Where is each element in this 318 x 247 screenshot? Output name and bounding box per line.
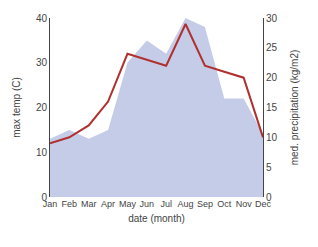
svg-text:med. precipitation (kg/m2): med. precipitation (kg/m2): [289, 50, 300, 166]
svg-text:20: 20: [36, 102, 48, 113]
svg-text:5: 5: [266, 162, 272, 173]
svg-text:40: 40: [36, 13, 48, 24]
svg-text:Oct: Oct: [217, 199, 232, 209]
svg-text:Aug: Aug: [178, 199, 194, 209]
svg-text:max temp (C): max temp (C): [11, 77, 22, 138]
svg-text:Feb: Feb: [62, 199, 78, 209]
svg-text:30: 30: [36, 57, 48, 68]
svg-text:30: 30: [266, 13, 278, 24]
svg-text:0: 0: [266, 192, 272, 203]
svg-text:25: 25: [266, 42, 278, 53]
svg-text:Dec: Dec: [255, 199, 272, 209]
svg-text:date (month): date (month): [128, 213, 185, 224]
svg-text:0: 0: [41, 192, 47, 203]
svg-text:10: 10: [266, 132, 278, 143]
svg-text:Jun: Jun: [140, 199, 155, 209]
svg-text:10: 10: [36, 147, 48, 158]
svg-text:Jul: Jul: [160, 199, 172, 209]
svg-text:Nov: Nov: [236, 199, 253, 209]
svg-text:Jan: Jan: [43, 199, 58, 209]
svg-text:Apr: Apr: [101, 199, 115, 209]
svg-text:May: May: [119, 199, 137, 209]
svg-text:Mar: Mar: [81, 199, 97, 209]
svg-text:Sep: Sep: [197, 199, 213, 209]
svg-text:20: 20: [266, 72, 278, 83]
svg-text:15: 15: [266, 102, 278, 113]
